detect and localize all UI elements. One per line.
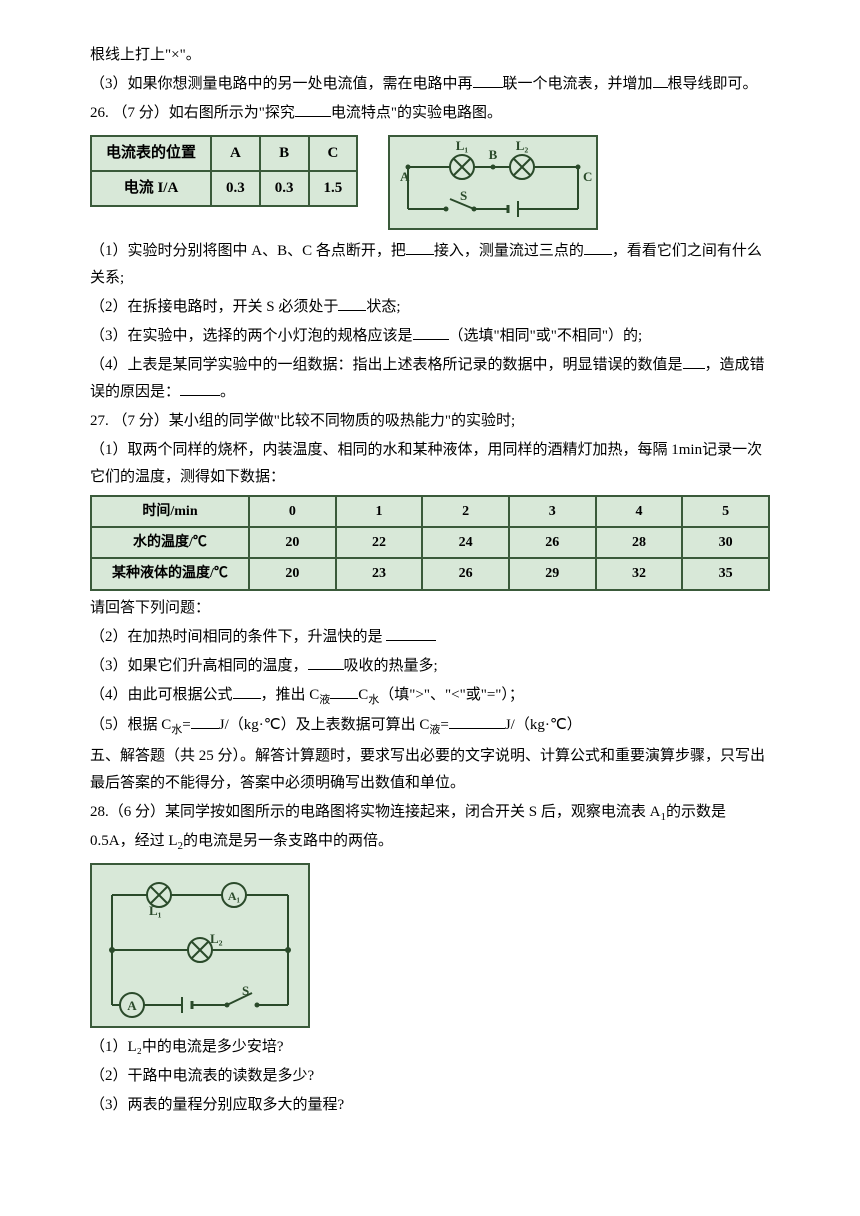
q28-3: （3）两表的量程分别应取多大的量程? bbox=[90, 1092, 770, 1119]
cell: B bbox=[260, 136, 309, 171]
t: 电流特点"的实验电路图。 bbox=[331, 105, 502, 121]
cell: 水的温度/℃ bbox=[91, 527, 249, 558]
t: （填">"、"<"或"="）； bbox=[379, 687, 524, 703]
svg-text:S: S bbox=[460, 188, 467, 203]
cell: A bbox=[211, 136, 260, 171]
sub: 水 bbox=[368, 694, 379, 706]
q28-2: （2）干路中电流表的读数是多少? bbox=[90, 1063, 770, 1090]
sec5: 五、解答题（共 25 分）。解答计算题时，要求写出必要的文字说明、计算公式和重要… bbox=[90, 743, 770, 797]
t: （5）根据 C bbox=[90, 717, 171, 733]
svg-text:B: B bbox=[489, 147, 498, 162]
t: 根导线即可。 bbox=[668, 76, 758, 92]
t: C bbox=[358, 687, 368, 703]
t: （2）在加热时间相同的条件下，升温快的是 bbox=[90, 629, 383, 645]
cell: 28 bbox=[596, 527, 683, 558]
cell: 23 bbox=[336, 558, 423, 589]
svg-text:A: A bbox=[127, 998, 137, 1013]
q26-2: （2）在拆接电路时，开关 S 必须处于 状态; bbox=[90, 294, 770, 321]
q27-2: （2）在加热时间相同的条件下，升温快的是 bbox=[90, 624, 770, 651]
cell: 30 bbox=[682, 527, 769, 558]
t: （3）如果你想测量电路中的另一处电流值，需在电路中再 bbox=[90, 76, 473, 92]
t: （1）实验时分别将图中 A、B、C 各点断开，把 bbox=[90, 243, 406, 259]
parallel-circuit-diagram: A₁ A L₁ L₂ S bbox=[90, 863, 310, 1028]
q27-5: （5）根据 C水=J/（kg·℃）及上表数据可算出 C液=J/（kg·℃） bbox=[90, 712, 770, 741]
cell: 电流 I/A bbox=[91, 171, 211, 206]
cell: 0 bbox=[249, 496, 336, 527]
t: （3）在实验中，选择的两个小灯泡的规格应该是 bbox=[90, 328, 413, 344]
q27: 27. （7 分）某小组的同学做"比较不同物质的吸热能力"的实验时; bbox=[90, 408, 770, 435]
cell: 4 bbox=[596, 496, 683, 527]
q27-3: （3）如果它们升高相同的温度， 吸收的热量多; bbox=[90, 653, 770, 680]
series-circuit-diagram: L₁ B L₂ A S C bbox=[388, 135, 598, 230]
t: 的电流是另一条支路中的两倍。 bbox=[183, 833, 393, 849]
cell: 时间/min bbox=[91, 496, 249, 527]
t: 联一个电流表，并增加 bbox=[503, 76, 653, 92]
cell: 1 bbox=[336, 496, 423, 527]
cell: 20 bbox=[249, 527, 336, 558]
q27-4: （4）由此可根据公式 ，推出 C液 C水（填">"、"<"或"="）； bbox=[90, 682, 770, 711]
svg-text:L₁: L₁ bbox=[149, 903, 162, 918]
cell: 2 bbox=[422, 496, 509, 527]
cell: C bbox=[309, 136, 358, 171]
t: = bbox=[182, 717, 190, 733]
cell: 29 bbox=[509, 558, 596, 589]
t: 。 bbox=[220, 384, 235, 400]
cell: 电流表的位置 bbox=[91, 136, 211, 171]
t: 26. （7 分）如右图所示为"探究 bbox=[90, 105, 295, 121]
t: ，推出 C bbox=[261, 687, 320, 703]
cell: 26 bbox=[422, 558, 509, 589]
svg-text:L₂: L₂ bbox=[516, 138, 529, 153]
q28: 28.（6 分）某同学按如图所示的电路图将实物连接起来，闭合开关 S 后，观察电… bbox=[90, 799, 770, 857]
q28-1: （1）L₂中的电流是多少安培? bbox=[90, 1034, 770, 1061]
cell: 26 bbox=[509, 527, 596, 558]
q25-3: （3）如果你想测量电路中的另一处电流值，需在电路中再 联一个电流表，并增加根导线即… bbox=[90, 71, 770, 98]
svg-text:S: S bbox=[242, 983, 249, 998]
svg-text:C: C bbox=[583, 169, 592, 184]
sub: 水 bbox=[171, 724, 182, 736]
cell: 0.3 bbox=[211, 171, 260, 206]
cell: 32 bbox=[596, 558, 683, 589]
svg-text:L₁: L₁ bbox=[456, 138, 469, 153]
t: = bbox=[440, 717, 448, 733]
cell: 0.3 bbox=[260, 171, 309, 206]
temperature-table: 时间/min 0 1 2 3 4 5 水的温度/℃ 20 22 24 26 28… bbox=[90, 495, 770, 591]
t: （2）在拆接电路时，开关 S 必须处于 bbox=[90, 299, 338, 315]
q26-1: （1）实验时分别将图中 A、B、C 各点断开，把接入，测量流过三点的，看看它们之… bbox=[90, 238, 770, 292]
t: 状态; bbox=[366, 299, 400, 315]
sub: 液 bbox=[429, 724, 440, 736]
cell: 5 bbox=[682, 496, 769, 527]
q26: 26. （7 分）如右图所示为"探究 电流特点"的实验电路图。 bbox=[90, 100, 770, 127]
svg-text:A: A bbox=[400, 169, 410, 184]
cell: 20 bbox=[249, 558, 336, 589]
t: 28.（6 分）某同学按如图所示的电路图将实物连接起来，闭合开关 S 后，观察电… bbox=[90, 804, 660, 820]
cell: 1.5 bbox=[309, 171, 358, 206]
cell: 3 bbox=[509, 496, 596, 527]
t: J/（kg·℃） bbox=[505, 717, 582, 733]
sub: 液 bbox=[319, 694, 330, 706]
line-prefix: 根线上打上"×"。 bbox=[90, 42, 770, 69]
cell: 35 bbox=[682, 558, 769, 589]
t: （4）由此可根据公式 bbox=[90, 687, 233, 703]
cell: 24 bbox=[422, 527, 509, 558]
ammeter-table: 电流表的位置 A B C 电流 I/A 0.3 0.3 1.5 bbox=[90, 135, 358, 207]
t: （4）上表是某同学实验中的一组数据：指出上述表格所记录的数据中，明显错误的数值是 bbox=[90, 357, 683, 373]
q27-1: （1）取两个同样的烧杯，内装温度、相同的水和某种液体，用同样的酒精灯加热，每隔 … bbox=[90, 437, 770, 491]
cell: 22 bbox=[336, 527, 423, 558]
q26-row: 电流表的位置 A B C 电流 I/A 0.3 0.3 1.5 bbox=[90, 135, 770, 230]
t: 接入，测量流过三点的 bbox=[434, 243, 584, 259]
q26-4: （4）上表是某同学实验中的一组数据：指出上述表格所记录的数据中，明显错误的数值是… bbox=[90, 352, 770, 406]
q26-3: （3）在实验中，选择的两个小灯泡的规格应该是 （选填"相同"或"不相同"）的; bbox=[90, 323, 770, 350]
t: J/（kg·℃）及上表数据可算出 C bbox=[219, 717, 430, 733]
t: （3）如果它们升高相同的温度， bbox=[90, 658, 308, 674]
t: （选填"相同"或"不相同"）的; bbox=[449, 328, 643, 344]
svg-text:A₁: A₁ bbox=[228, 889, 241, 903]
t: 吸收的热量多; bbox=[344, 658, 438, 674]
svg-text:L₂: L₂ bbox=[210, 931, 223, 946]
cell: 某种液体的温度/℃ bbox=[91, 558, 249, 589]
q27-ans: 请回答下列问题： bbox=[90, 595, 770, 622]
